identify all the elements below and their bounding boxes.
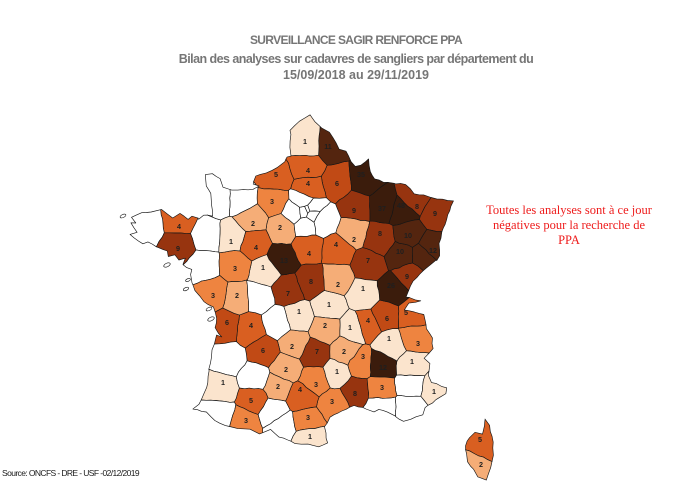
svg-text:4: 4 xyxy=(249,321,253,330)
svg-text:26: 26 xyxy=(387,281,395,290)
svg-text:1: 1 xyxy=(308,432,312,441)
svg-text:1: 1 xyxy=(410,357,414,366)
svg-text:11: 11 xyxy=(324,142,332,151)
svg-text:9: 9 xyxy=(352,206,356,215)
svg-text:1: 1 xyxy=(303,137,307,146)
svg-text:8: 8 xyxy=(415,202,419,211)
svg-text:1: 1 xyxy=(297,307,301,316)
svg-text:5: 5 xyxy=(404,308,408,317)
svg-text:2: 2 xyxy=(342,347,346,356)
svg-text:7: 7 xyxy=(286,289,290,298)
svg-text:8: 8 xyxy=(378,229,382,238)
svg-text:6: 6 xyxy=(335,179,339,188)
svg-text:5: 5 xyxy=(478,435,482,444)
svg-text:4: 4 xyxy=(177,222,181,231)
svg-text:3: 3 xyxy=(416,339,420,348)
svg-text:4: 4 xyxy=(298,385,302,394)
svg-text:2: 2 xyxy=(352,235,356,244)
svg-text:35: 35 xyxy=(357,170,365,179)
svg-text:12: 12 xyxy=(379,363,387,372)
svg-text:4: 4 xyxy=(306,179,310,188)
svg-text:9: 9 xyxy=(405,272,409,281)
svg-text:2: 2 xyxy=(235,291,239,300)
svg-text:2: 2 xyxy=(336,280,340,289)
svg-text:1: 1 xyxy=(348,323,352,332)
svg-text:4: 4 xyxy=(366,316,370,325)
svg-text:2: 2 xyxy=(251,219,255,228)
svg-text:3: 3 xyxy=(244,416,248,425)
svg-text:3: 3 xyxy=(270,197,274,206)
svg-text:10: 10 xyxy=(404,231,412,240)
svg-text:2: 2 xyxy=(290,342,294,351)
svg-text:3: 3 xyxy=(330,397,334,406)
svg-text:37: 37 xyxy=(378,204,386,213)
svg-text:9: 9 xyxy=(433,209,437,218)
svg-text:2: 2 xyxy=(278,223,282,232)
svg-text:1: 1 xyxy=(432,387,436,396)
svg-text:7: 7 xyxy=(315,347,319,356)
svg-text:6: 6 xyxy=(261,346,265,355)
svg-text:3: 3 xyxy=(306,413,310,422)
svg-text:4: 4 xyxy=(254,243,258,252)
svg-text:3: 3 xyxy=(211,291,215,300)
svg-text:3: 3 xyxy=(380,383,384,392)
svg-text:3: 3 xyxy=(233,264,237,273)
svg-text:4: 4 xyxy=(307,249,311,258)
svg-text:48: 48 xyxy=(397,201,405,210)
svg-text:2: 2 xyxy=(284,365,288,374)
svg-text:6: 6 xyxy=(225,318,229,327)
svg-text:4: 4 xyxy=(306,166,310,175)
svg-text:10: 10 xyxy=(396,247,404,256)
svg-text:2: 2 xyxy=(323,321,327,330)
svg-text:8: 8 xyxy=(309,277,313,286)
svg-text:9: 9 xyxy=(176,244,180,253)
svg-text:3: 3 xyxy=(361,352,365,361)
svg-text:4: 4 xyxy=(334,240,338,249)
svg-text:5: 5 xyxy=(249,396,253,405)
svg-text:1: 1 xyxy=(229,237,233,246)
svg-text:3: 3 xyxy=(314,380,318,389)
svg-text:2: 2 xyxy=(276,382,280,391)
svg-text:2: 2 xyxy=(479,460,483,469)
svg-text:5: 5 xyxy=(274,170,278,179)
svg-text:1: 1 xyxy=(327,300,331,309)
svg-text:1: 1 xyxy=(387,334,391,343)
svg-text:1: 1 xyxy=(361,284,365,293)
svg-text:13: 13 xyxy=(280,256,288,265)
svg-text:8: 8 xyxy=(353,389,357,398)
svg-text:7: 7 xyxy=(366,256,370,265)
svg-text:1: 1 xyxy=(221,378,225,387)
svg-text:6: 6 xyxy=(385,314,389,323)
svg-text:1: 1 xyxy=(335,367,339,376)
svg-text:1: 1 xyxy=(261,263,265,272)
svg-text:12: 12 xyxy=(429,246,437,255)
